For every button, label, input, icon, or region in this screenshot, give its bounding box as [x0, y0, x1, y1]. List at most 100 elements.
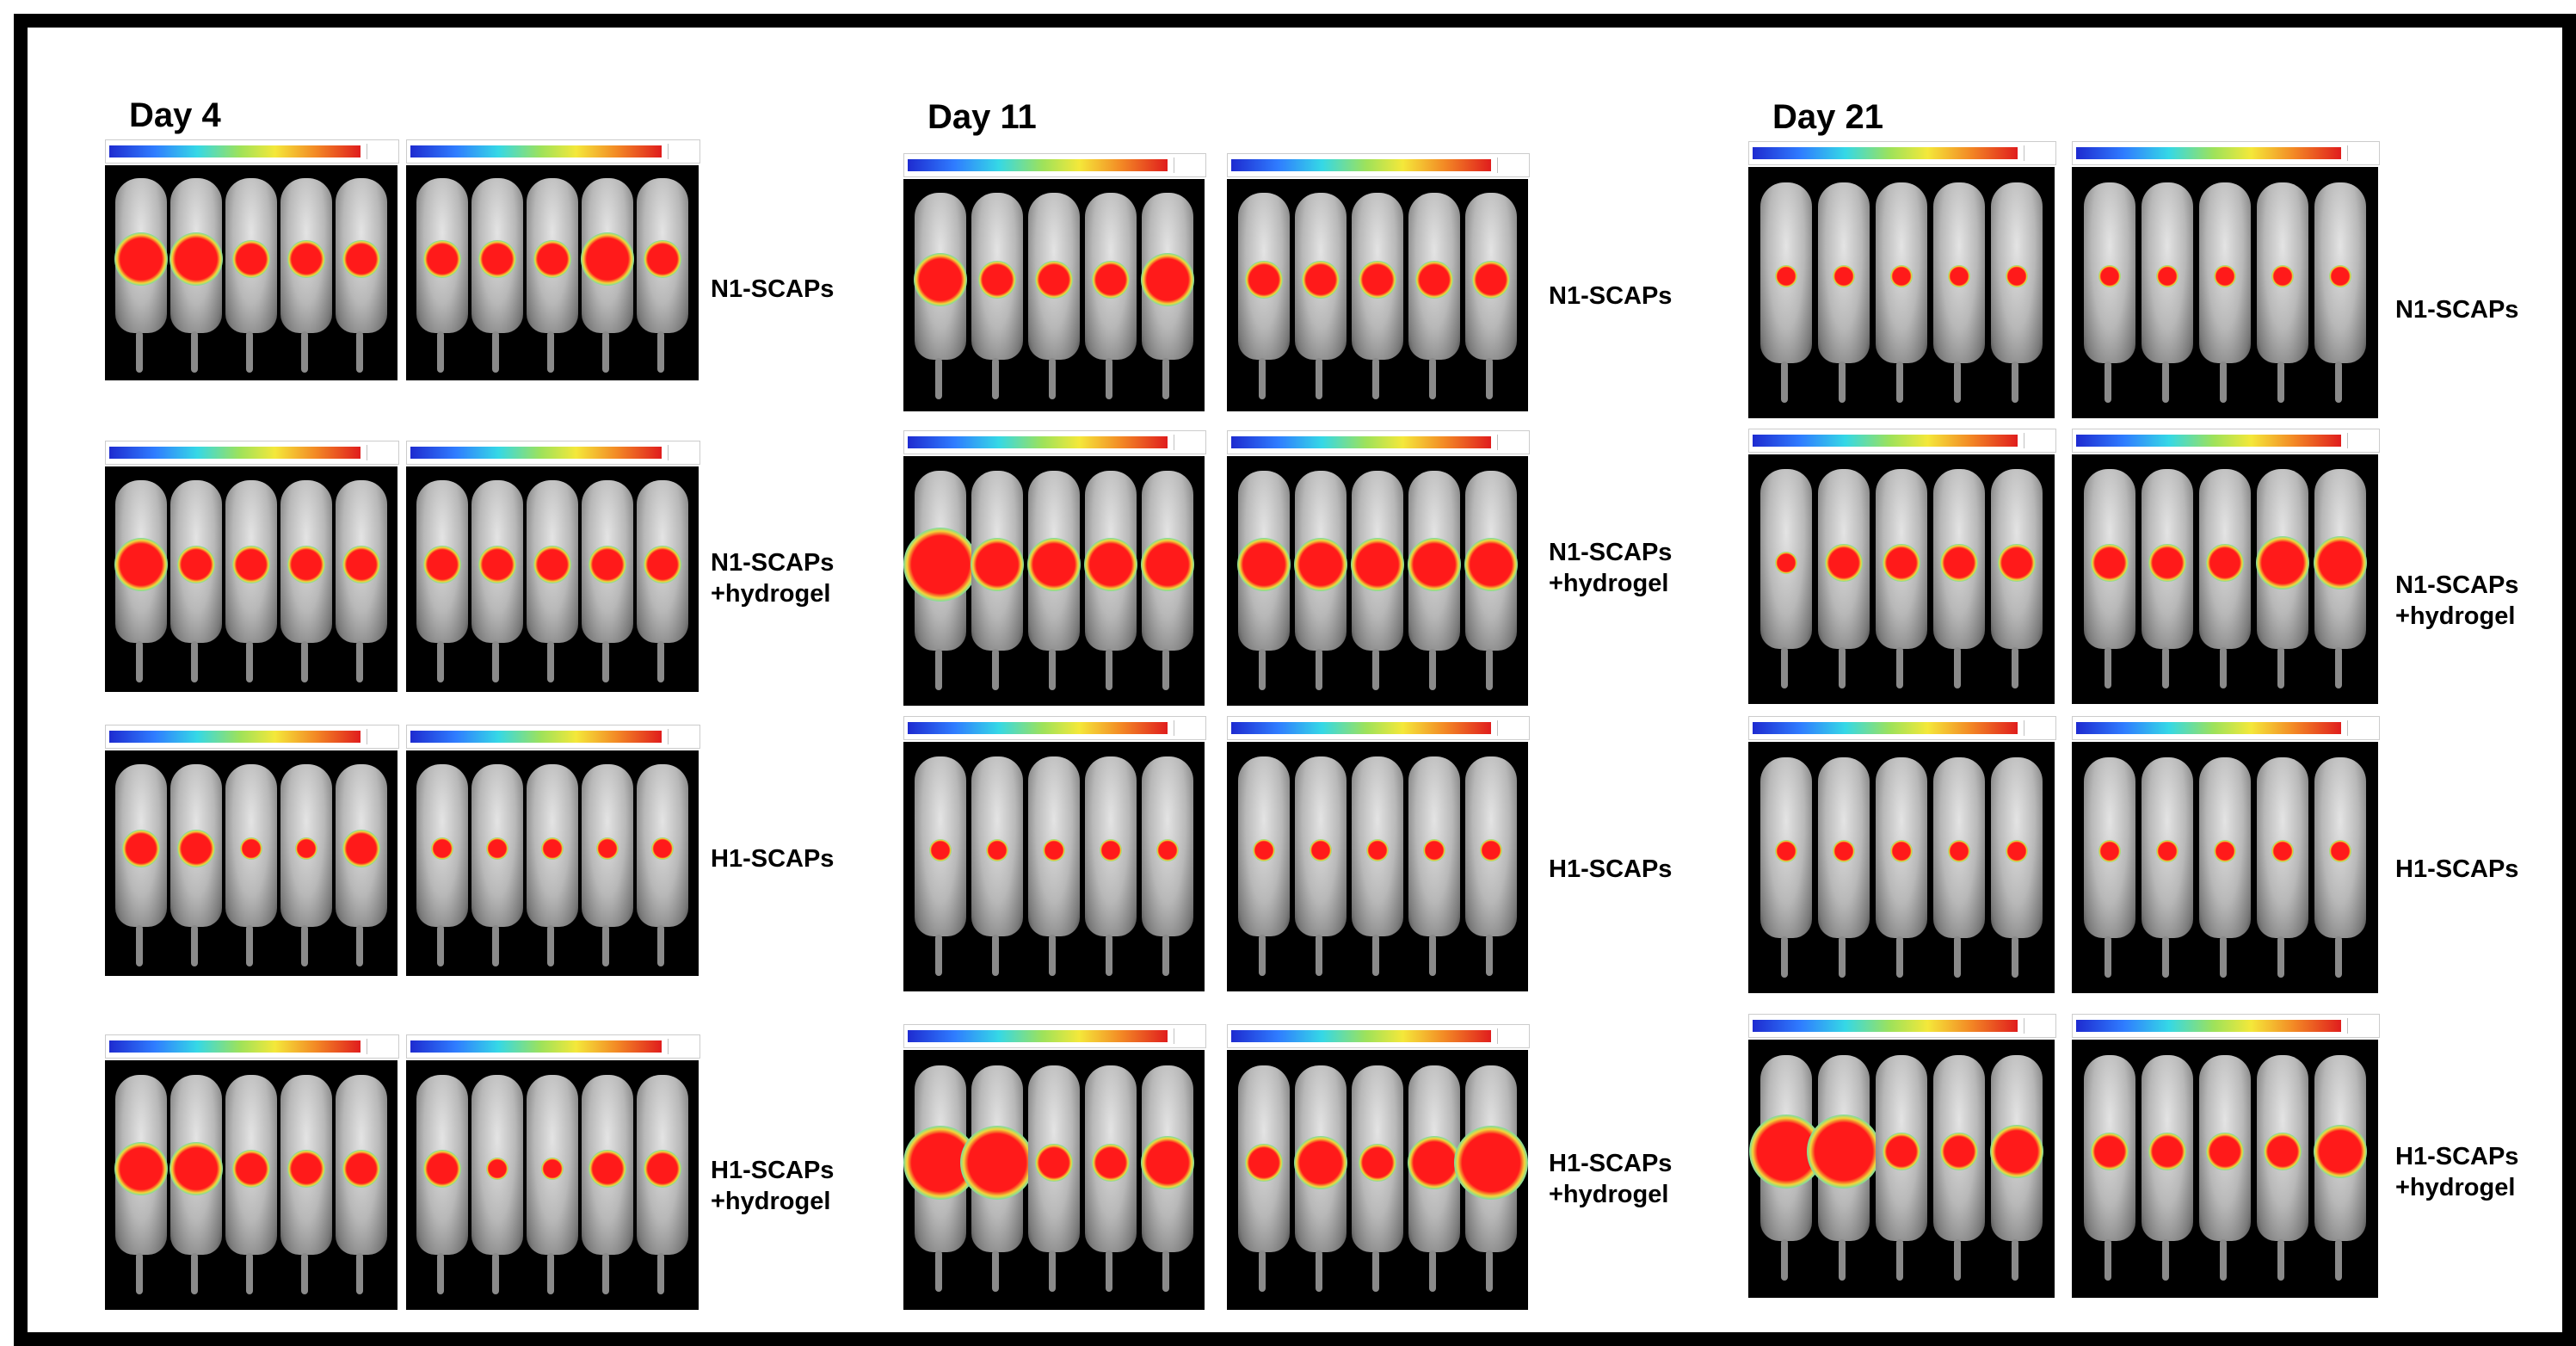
imaging-panel: [2072, 141, 2380, 418]
colorbar-scale: [2072, 141, 2380, 165]
luminescence-spot: [478, 239, 516, 278]
bioluminescence-image: [105, 1060, 397, 1310]
day-21-title: Day 21: [1772, 98, 1883, 136]
luminescence-spot: [986, 838, 1008, 861]
luminescence-spot: [1100, 838, 1122, 861]
label-day4-n1-scaps: N1-SCAPs: [711, 275, 835, 303]
luminescence-spot: [2329, 840, 2352, 863]
imaging-panel: [2072, 1014, 2380, 1298]
luminescence-spot: [2214, 265, 2236, 288]
luminescence-spot: [114, 538, 168, 592]
luminescence-spot: [295, 837, 317, 861]
label-day11-n1-scaps: N1-SCAPs: [1549, 282, 1673, 310]
luminescence-spot: [589, 1149, 626, 1188]
luminescence-spot: [929, 838, 952, 861]
luminescence-spot: [1832, 265, 1855, 288]
luminescence-spot: [232, 1149, 270, 1188]
day-11-title: Day 11: [927, 98, 1037, 136]
luminescence-spot: [342, 1149, 380, 1188]
luminescence-spot: [431, 837, 453, 861]
luminescence-spot: [1883, 543, 1920, 582]
luminescence-spot: [903, 527, 977, 602]
mouse: [2083, 182, 2135, 403]
colorbar-scale: [105, 725, 399, 749]
colorbar-scale: [903, 153, 1206, 177]
luminescence-spot: [1351, 537, 1404, 591]
luminescence-spot: [342, 239, 380, 278]
colorbar-scale: [1227, 1024, 1530, 1048]
imaging-panel: [903, 1024, 1206, 1310]
label-day4-h1-scaps-hydrogel: H1-SCAPs +hydrogel: [711, 1157, 835, 1215]
luminescence-spot: [240, 837, 262, 861]
bioluminescence-image: [1748, 742, 2055, 993]
imaging-panel: [1227, 153, 1530, 411]
imaging-panel: [903, 430, 1206, 706]
luminescence-spot: [1245, 260, 1283, 299]
luminescence-spot: [1774, 840, 1797, 863]
luminescence-spot: [533, 546, 571, 584]
luminescence-spot: [2206, 1133, 2244, 1171]
luminescence-spot: [644, 546, 681, 584]
bioluminescence-image: [903, 1050, 1205, 1310]
imaging-panel: [1748, 716, 2056, 993]
luminescence-spot: [960, 1125, 1034, 1200]
luminescence-spot: [1883, 1133, 1920, 1171]
luminescence-spot: [1998, 543, 2037, 582]
luminescence-spot: [1990, 1125, 2044, 1179]
luminescence-spot: [342, 830, 380, 868]
luminescence-spot: [1253, 838, 1275, 861]
luminescence-spot: [2314, 1125, 2368, 1179]
luminescence-spot: [2148, 543, 2186, 582]
luminescence-spot: [1890, 840, 1913, 863]
luminescence-spot: [1092, 1143, 1130, 1182]
luminescence-spot: [2214, 840, 2236, 863]
imaging-panel: [105, 139, 399, 380]
imaging-panel: [1227, 716, 1530, 991]
luminescence-spot: [1415, 260, 1453, 299]
luminescence-spot: [232, 239, 270, 278]
luminescence-spot: [1035, 1143, 1073, 1182]
colorbar-scale: [1748, 1014, 2056, 1038]
colorbar-scale: [406, 1034, 700, 1059]
luminescence-spot: [114, 1141, 168, 1195]
luminescence-spot: [114, 232, 168, 286]
label-day11-h1-scaps-hydrogel: H1-SCAPs +hydrogel: [1549, 1150, 1673, 1208]
bioluminescence-image: [2072, 167, 2378, 418]
colorbar-scale: [406, 441, 700, 465]
colorbar-scale: [105, 441, 399, 465]
colorbar-scale: [903, 1024, 1206, 1048]
luminescence-spot: [287, 1149, 325, 1188]
luminescence-spot: [423, 1149, 461, 1188]
luminescence-spot: [2271, 265, 2295, 288]
bioluminescence-image: [1748, 167, 2055, 418]
luminescence-spot: [1774, 551, 1797, 574]
luminescence-spot: [1359, 1143, 1396, 1182]
luminescence-spot: [486, 1157, 508, 1180]
day-4-title: Day 4: [129, 96, 221, 134]
label-day21-n1-scaps: N1-SCAPs: [2395, 296, 2519, 324]
luminescence-spot: [971, 537, 1024, 591]
luminescence-spot: [589, 546, 626, 584]
colorbar-scale: [1748, 429, 2056, 453]
bioluminescence-image: [105, 750, 397, 976]
luminescence-spot: [541, 837, 564, 861]
bioluminescence-image: [1748, 454, 2055, 704]
luminescence-spot: [177, 830, 215, 868]
colorbar-scale: [1227, 716, 1530, 740]
label-day21-h1-scaps: H1-SCAPs: [2395, 855, 2519, 883]
label-day11-n1-scaps-hydrogel: N1-SCAPs +hydrogel: [1549, 539, 1673, 597]
luminescence-spot: [1156, 838, 1179, 861]
luminescence-spot: [2098, 265, 2121, 288]
luminescence-spot: [651, 837, 674, 861]
luminescence-spot: [1408, 537, 1461, 591]
label-day11-h1-scaps: H1-SCAPs: [1549, 855, 1673, 883]
label-day21-h1-scaps-hydrogel: H1-SCAPs +hydrogel: [2395, 1143, 2519, 1201]
luminescence-spot: [1245, 1143, 1283, 1182]
luminescence-spot: [342, 546, 380, 584]
bioluminescence-image: [903, 742, 1205, 991]
luminescence-spot: [1294, 537, 1347, 591]
luminescence-spot: [122, 830, 160, 868]
bioluminescence-image: [406, 466, 699, 692]
luminescence-spot: [1141, 1135, 1194, 1189]
luminescence-spot: [1035, 260, 1073, 299]
